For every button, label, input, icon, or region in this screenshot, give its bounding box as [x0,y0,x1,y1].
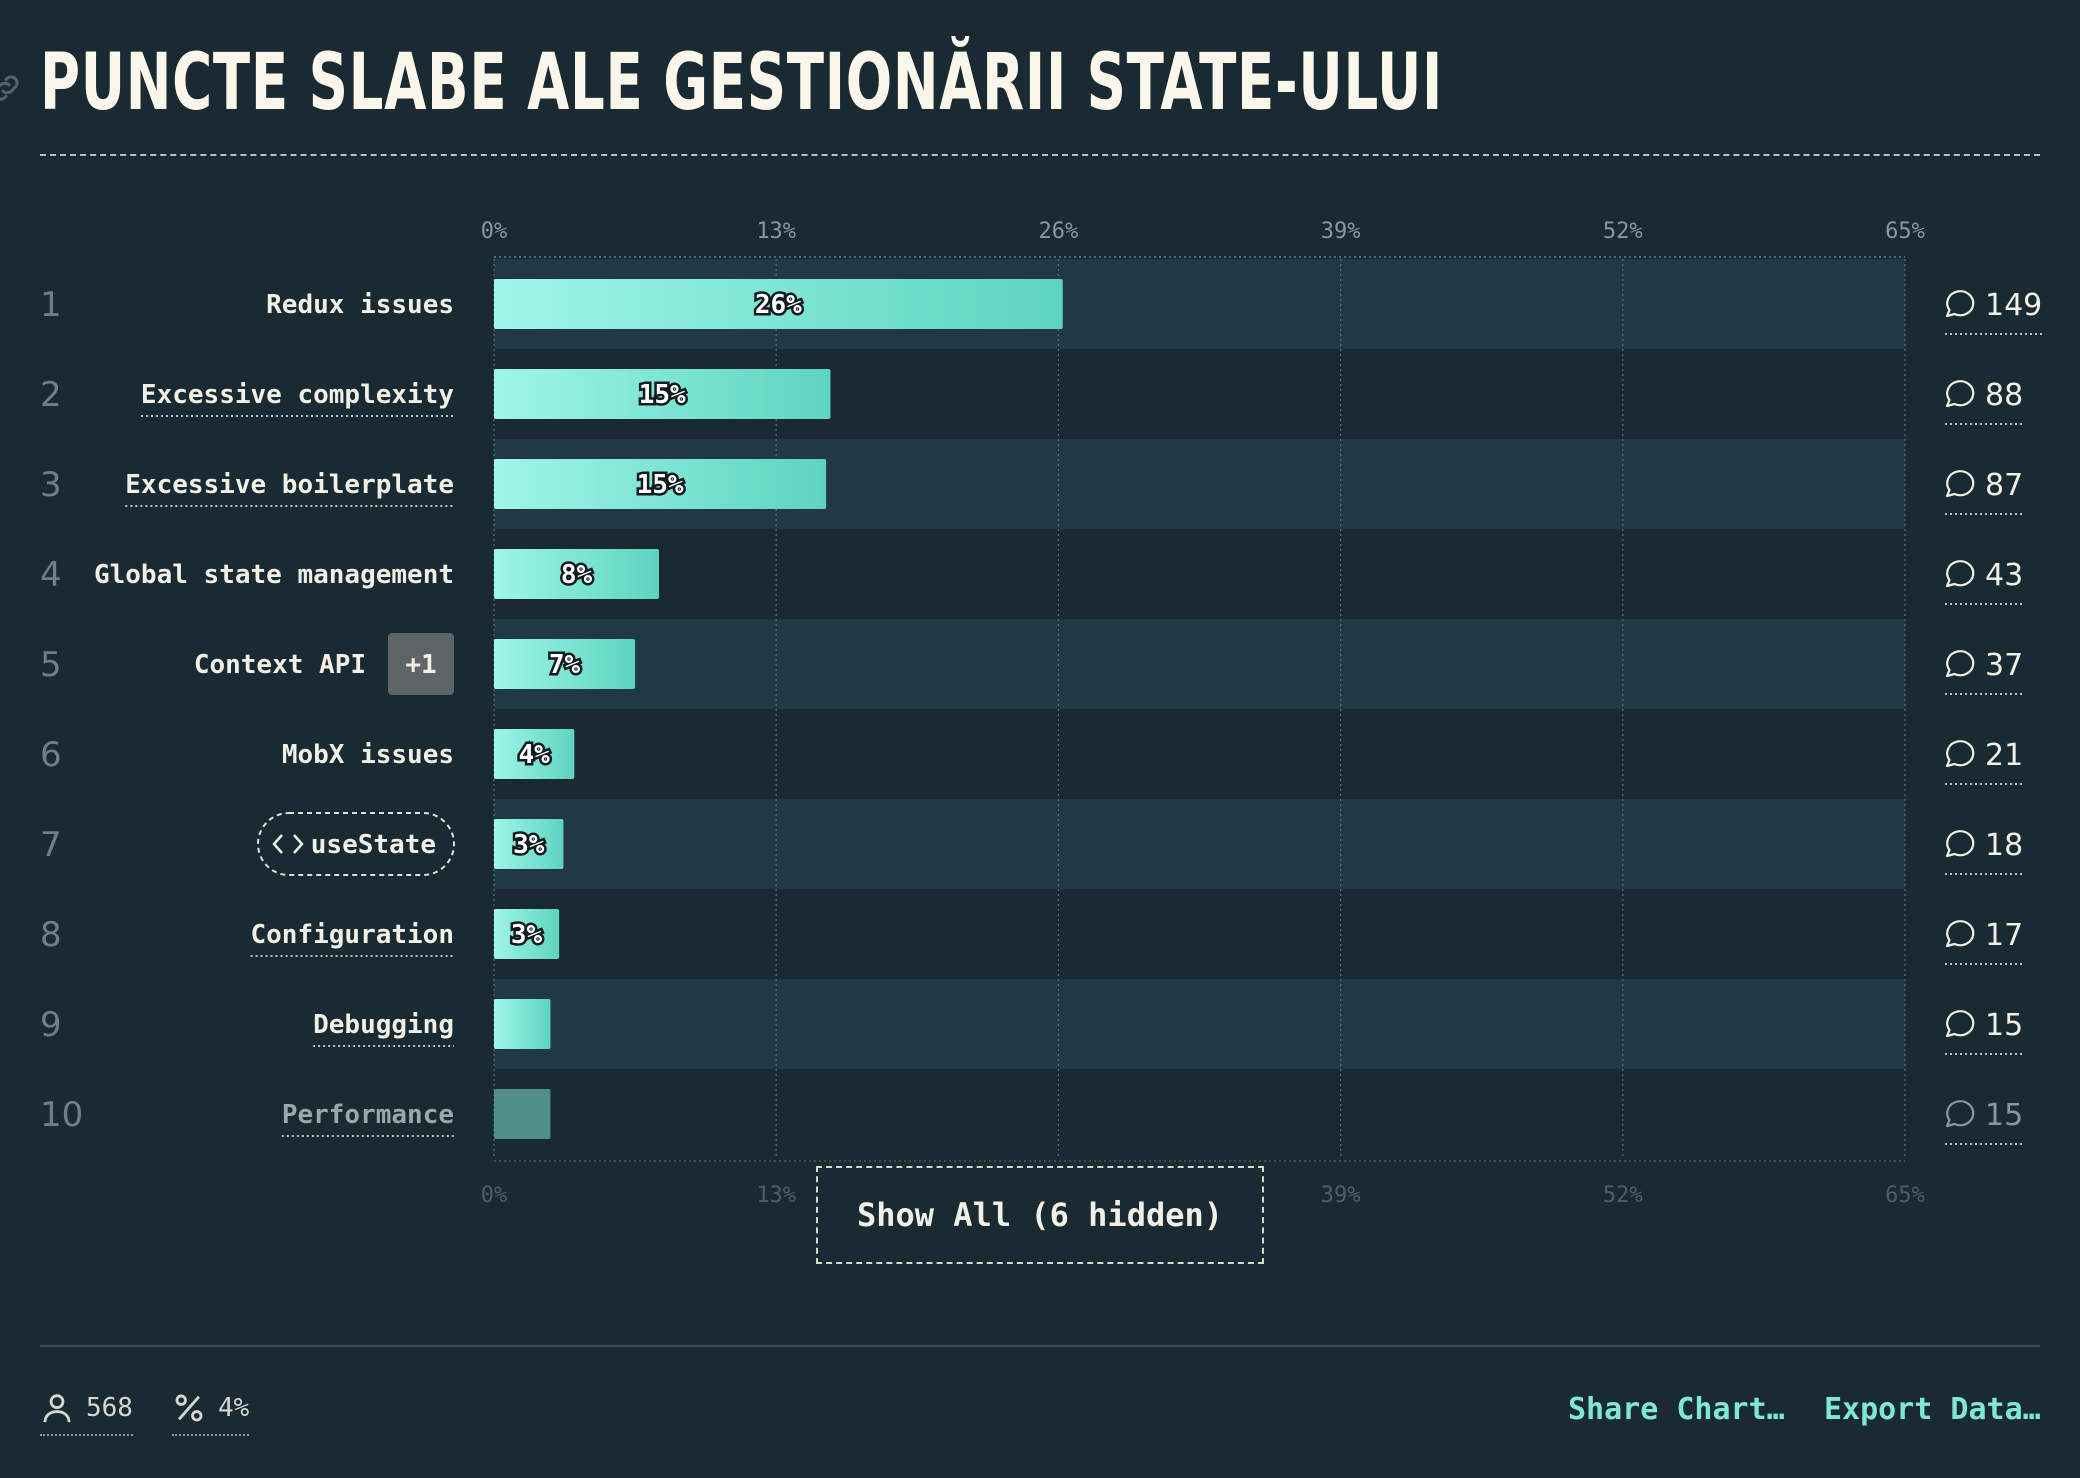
rank-number: 2 [40,375,62,415]
bar-value-label: 3% [513,830,545,860]
percent-icon [175,1394,203,1422]
comment-count: 21 [1985,738,2023,773]
bar [494,819,564,869]
x-tick-label-bottom: 13% [756,1183,796,1208]
rank-number: 9 [40,1005,62,1045]
extra-count-badge-label: +1 [405,650,436,680]
percentage-value: 4% [218,1393,250,1423]
bar [494,459,827,509]
chart-title: PUNCTE SLABE ALE GESTIONĂRII STATE-ULUI [40,38,1444,128]
category-label: Excessive complexity [141,380,454,410]
link-icon[interactable] [0,70,24,106]
bar-value-label: 15% [637,470,684,500]
comment-icon [1945,1100,1975,1128]
rank-number: 7 [40,825,62,865]
category-label: Global state management [94,560,454,590]
percentage-stat[interactable]: 4% [172,1390,250,1436]
rank-number: 3 [40,465,62,505]
x-tick-label-top: 52% [1603,219,1643,244]
comment-count: 15 [1985,1008,2023,1043]
x-tick-label-top: 39% [1321,219,1361,244]
bar [494,279,1063,329]
row-band [494,799,1905,889]
comment-icon [1945,830,1975,858]
category-label: Context API [194,650,366,680]
rank-number: 1 [40,285,62,325]
bar-value-label: 8% [561,560,593,590]
comment-icon [1945,470,1975,498]
rank-number: 8 [40,915,62,955]
category-label: Configuration [251,920,455,950]
footer-divider [40,1345,2040,1347]
x-tick-label-bottom: 65% [1885,1183,1925,1208]
category-label: Redux issues [266,290,454,320]
extra-count-badge [388,633,454,695]
rank-number: 6 [40,735,62,775]
x-tick-label-bottom: 0% [481,1183,508,1208]
x-tick-label-top: 13% [756,219,796,244]
comment-icon [1945,560,1975,588]
x-tick-label-bottom: 52% [1603,1183,1643,1208]
title-divider [40,154,2040,156]
comment-icon [1945,740,1975,768]
bar-value-label: 26% [755,290,802,320]
x-tick-label-top: 26% [1039,219,1079,244]
person-icon [43,1394,71,1423]
export-data-link[interactable]: Export Data… [1824,1392,2041,1427]
category-label: Excessive boilerplate [125,470,454,500]
bar-value-label: 3% [511,920,543,950]
share-chart-link[interactable]: Share Chart… [1568,1392,1785,1427]
category-label: useState [311,830,436,860]
comment-icon [1945,1010,1975,1038]
bar [494,549,659,599]
bar [494,909,560,959]
comment-count: 43 [1985,558,2023,593]
comment-count: 15 [1985,1098,2023,1133]
bar [494,369,831,419]
x-tick-label-top: 0% [481,219,508,244]
category-label: MobX issues [282,740,454,770]
bar [494,1089,551,1139]
category-label: Debugging [313,1010,454,1040]
comment-count: 87 [1985,468,2023,503]
rank-number: 10 [40,1095,83,1135]
respondents-count: 568 [86,1393,133,1423]
bar [494,639,636,689]
code-icon [272,834,304,854]
row-band [494,979,1905,1069]
bar-chart: 0% 0% 13% 13% 26% 26% 39% 39% 52% 52% 65% 65% 1 Redux… [40,219,2042,1208]
comment-count: 17 [1985,918,2023,953]
bar [494,729,575,779]
comment-count: 18 [1985,828,2023,863]
bar [494,999,551,1049]
rank-number: 4 [40,555,62,595]
bar-value-label: 7% [549,650,581,680]
category-label: Performance [282,1100,454,1130]
bar-value-label: 4% [519,740,551,770]
comment-icon [1945,380,1975,408]
comment-icon [1945,650,1975,678]
comment-icon [1945,290,1975,318]
code-chip [257,812,455,876]
respondents-stat[interactable]: 568 [40,1390,133,1436]
bar-value-label: 15% [639,380,686,410]
show-all-button[interactable]: Show All (6 hidden) [816,1166,1264,1264]
comment-icon [1945,920,1975,948]
comment-count: 149 [1985,288,2042,323]
comment-count: 88 [1985,378,2023,413]
comment-count: 37 [1985,648,2023,683]
row-band [494,619,1905,709]
rank-number: 5 [40,645,62,685]
x-tick-label-bottom: 39% [1321,1183,1361,1208]
x-tick-label-top: 65% [1885,219,1925,244]
